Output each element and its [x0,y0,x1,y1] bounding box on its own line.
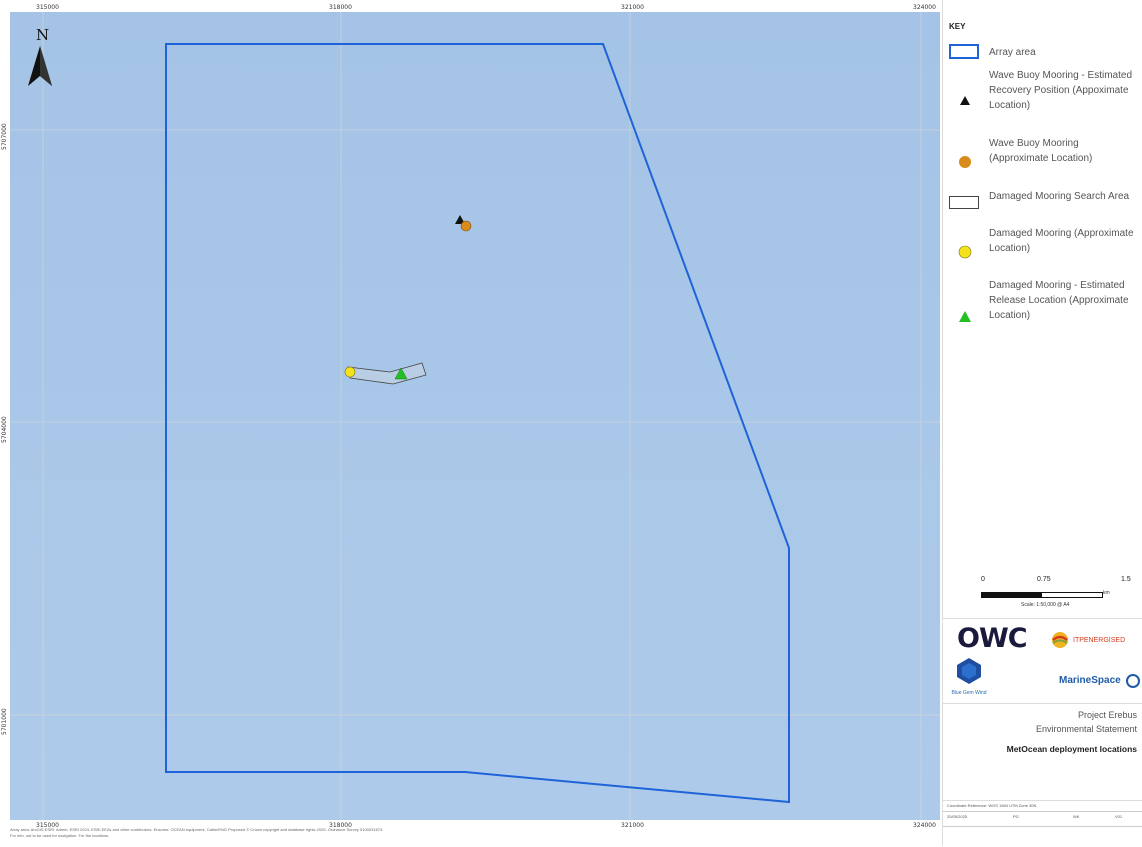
north-arrow: N [22,26,62,92]
grid-lines [10,12,940,820]
y-tick-1: 5707000 [1,123,8,150]
wave-buoy-marker [460,220,472,232]
array-area-outline [165,43,790,804]
damaged-mooring-marker [344,366,356,378]
x-tick-top-3: 321000 [621,4,644,11]
blue-gem-wind-text: Blue Gem Wind [951,690,987,696]
footer-date: 20/05/2025 [947,814,968,819]
x-tick-bottom-3: 321000 [621,822,644,829]
scale-bar: 0 0.75 1.5 km Scale: 1:50,000 @ A4 [981,576,1131,616]
north-arrow-icon [28,46,52,86]
yellow-circle-icon [949,242,981,262]
project-subtitle: Environmental Statement [1035,724,1137,734]
release-triangle-marker [394,367,408,380]
footer-block: Coordinate Reference: WGS 1984 UTM Zone … [943,800,1142,847]
marinespace-wave-icon [1126,674,1140,688]
x-tick-top-1: 315000 [36,4,59,11]
scale-bar-graphic [981,592,1103,598]
array-area-symbol-icon [949,44,981,64]
footer-grid: 20/05/2025 PG WK V01 [943,811,1142,827]
itp-logo-text: ITPENERGISED [1073,637,1126,644]
itp-swirl-icon [1052,632,1068,648]
title-block: Project Erebus Environmental Statement M… [943,706,1142,796]
x-tick-top-4: 324000 [913,4,936,11]
x-tick-top-2: 318000 [329,4,352,11]
legend-label: Damaged Mooring - Estimated Release Loca… [989,280,1129,321]
scale-tick-mid: 0.75 [1037,576,1051,583]
map-frame: 315000 318000 321000 324000 315000 31800… [1,4,940,839]
orange-circle-icon [949,152,981,172]
grey-rect-icon [949,196,981,216]
footer-drawn: PG [1013,814,1019,819]
green-triangle-icon [949,308,981,328]
north-label: N [36,26,50,44]
legend-title: KEY [949,22,966,31]
blue-gem-wind-logo: Blue Gem Wind [949,657,989,696]
x-tick-bottom-4: 324000 [913,822,936,829]
scale-text: Scale: 1:50,000 @ A4 [1021,602,1070,608]
scale-tick-0: 0 [981,576,985,583]
legend-label: Array area [989,47,1036,58]
marinespace-logo-text: MarineSpace [1059,675,1121,686]
y-tick-3: 5701000 [1,708,8,735]
black-triangle-icon [949,92,981,112]
scale-tick-max: 1.5 [1121,576,1131,583]
scale-unit: km [1103,590,1110,596]
legend-label: Damaged Mooring (Approximate Location) [989,228,1134,254]
legend-label: Wave Buoy Mooring (Approximate Location) [989,138,1093,164]
x-tick-bottom-1: 315000 [36,822,59,829]
project-name: Project Erebus [1077,710,1137,720]
footer-version: V01 [1115,814,1123,819]
legend-panel: KEY Array area Wave Buoy Mooring - Estim… [942,0,1142,846]
owc-logo: OWC [957,623,1028,654]
y-tick-2: 5704000 [1,416,8,443]
crs-text: Coordinate Reference: WGS 1984 UTM Zone … [947,803,1037,808]
map-title: MetOcean deployment locations [1006,744,1137,754]
x-tick-bottom-2: 318000 [329,822,352,829]
logos: OWC ITPENERGISED Blue Gem Wind MarineSpa… [943,618,1142,704]
legend-label: Damaged Mooring Search Area [989,191,1130,202]
credit-line-1: Array area: ArcGIS ESRI. Admin: ESRI 202… [10,827,384,832]
map-svg [10,12,940,820]
credit-line-2: For info, not to be used for navigation.… [10,833,110,838]
search-area-polygon [347,362,427,385]
map-canvas[interactable] [10,12,940,820]
footer-checked: WK [1073,814,1080,819]
recovery-triangle-marker [455,215,465,224]
gem-icon [957,658,981,684]
legend-label: Wave Buoy Mooring - Estimated Recovery P… [989,70,1133,111]
map-credit: Array area: ArcGIS ESRI. Admin: ESRI 202… [10,827,610,839]
